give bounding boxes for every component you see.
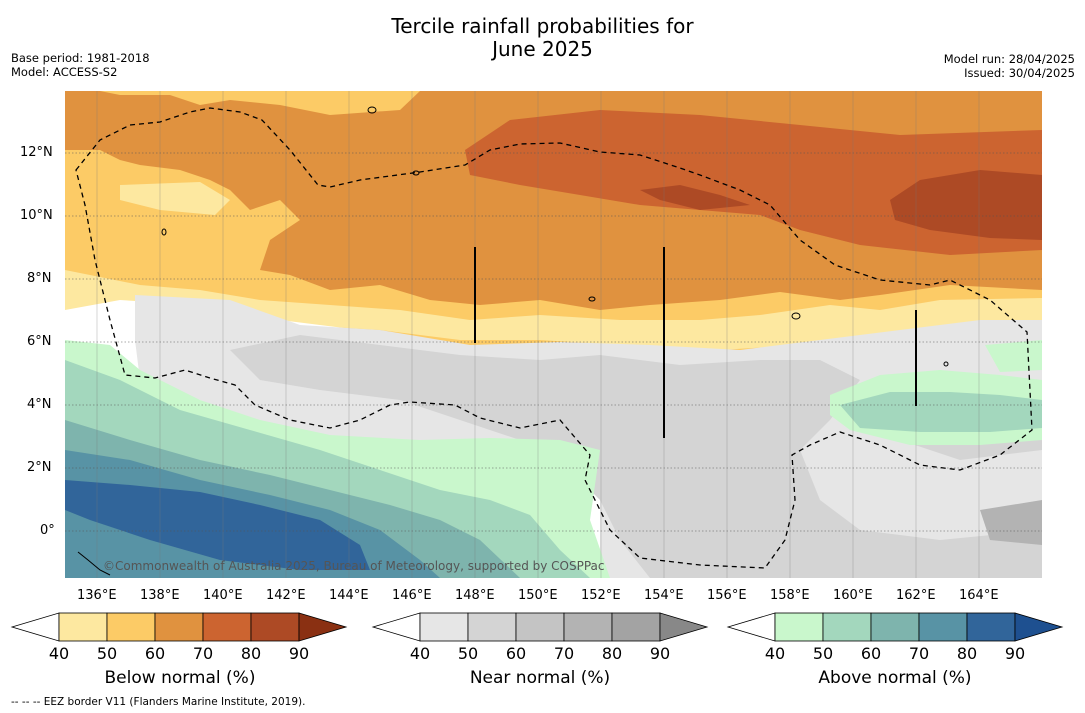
- colorbar-2-high-arrow: [659, 612, 709, 642]
- cb1-label-60: 60: [144, 644, 166, 663]
- cb2-label-70: 70: [553, 644, 575, 663]
- lon-tick-136e: 136°E: [77, 588, 117, 603]
- region-below-50: [65, 270, 1042, 350]
- colorbar-1-segment: [250, 612, 300, 642]
- cb1-label-50: 50: [96, 644, 118, 663]
- lat-tick-10n: 10°N: [20, 208, 53, 223]
- lon-tick-154e: 154°E: [644, 588, 684, 603]
- lon-tick-138e: 138°E: [140, 588, 180, 603]
- colorbar-2-segment: [515, 612, 565, 642]
- lat-tick-0: 0°: [40, 523, 55, 538]
- eez-footnote: -- -- -- EEZ border V11 (Flanders Marine…: [11, 696, 306, 708]
- lon-tick-142e: 142°E: [266, 588, 306, 603]
- colorbar-2-segment: [419, 612, 469, 642]
- cb3-label-80: 80: [956, 644, 978, 663]
- lat-tick-4n: 4°N: [27, 397, 52, 412]
- lon-tick-150e: 150°E: [518, 588, 558, 603]
- colorbar-2-segment: [467, 612, 517, 642]
- lat-tick-2n: 2°N: [27, 460, 52, 475]
- cb2-label-90: 90: [649, 644, 671, 663]
- cb1-label-70: 70: [192, 644, 214, 663]
- colorbar-1-low-arrow: [10, 612, 60, 642]
- copyright-text: ©Commonwealth of Australia 2025, Bureau …: [103, 559, 605, 573]
- lon-tick-164e: 164°E: [959, 588, 999, 603]
- eez-border: [75, 107, 1033, 569]
- cb3-label-50: 50: [812, 644, 834, 663]
- lon-tick-158e: 158°E: [770, 588, 810, 603]
- colorbar-2-segment: [563, 612, 613, 642]
- colorbar-3-segment: [822, 612, 872, 642]
- cb3-title: Above normal (%): [818, 668, 972, 688]
- colorbar-1-segment: [58, 612, 108, 642]
- region-below-90: [890, 170, 1042, 240]
- lon-gridlines: [96, 91, 980, 578]
- lon-tick-148e: 148°E: [455, 588, 495, 603]
- colorbar-1-segment: [202, 612, 252, 642]
- cb1-label-90: 90: [288, 644, 310, 663]
- islands: [77, 106, 949, 576]
- region-above-60-east: [840, 392, 1042, 432]
- lon-tick-160e: 160°E: [833, 588, 873, 603]
- lon-tick-144e: 144°E: [329, 588, 369, 603]
- lon-tick-162e: 162°E: [896, 588, 936, 603]
- cb2-title: Near normal (%): [469, 668, 611, 688]
- cb3-label-40: 40: [764, 644, 786, 663]
- cb2-label-60: 60: [505, 644, 527, 663]
- region-below-90-small: [640, 185, 750, 210]
- marker-lines: [474, 247, 917, 438]
- cb3-label-70: 70: [908, 644, 930, 663]
- region-above-90: [65, 480, 370, 570]
- colorbar-2-segment: [611, 612, 661, 642]
- colorbar-2-low-arrow: [371, 612, 421, 642]
- model-run: Model run: 28/04/2025: [943, 52, 1075, 66]
- colorbar-1-segment: [106, 612, 156, 642]
- cb1-title: Below normal (%): [104, 668, 256, 688]
- colorbar-3-segment: [870, 612, 920, 642]
- lat-tick-8n: 8°N: [27, 271, 52, 286]
- region-near-80: [980, 500, 1042, 545]
- issued-date: Issued: 30/04/2025: [964, 66, 1075, 80]
- colorbar-3-segment: [774, 612, 824, 642]
- colorbar-3-high-arrow: [1014, 612, 1064, 642]
- lon-tick-152e: 152°E: [581, 588, 621, 603]
- region-below-50-left: [120, 182, 230, 215]
- region-below-60-top: [100, 91, 420, 115]
- cb1-label-80: 80: [240, 644, 262, 663]
- map-title-line2: June 2025: [492, 37, 593, 61]
- colorbar-3-segment: [918, 612, 968, 642]
- lon-tick-146e: 146°E: [392, 588, 432, 603]
- colorbar-3-low-arrow: [726, 612, 776, 642]
- cb2-label-50: 50: [457, 644, 479, 663]
- cb2-label-80: 80: [601, 644, 623, 663]
- colorbar-3-segment: [966, 612, 1016, 642]
- colorbar-1-high-arrow: [298, 612, 348, 642]
- model-name: Model: ACCESS-S2: [11, 65, 118, 79]
- cb1-label-40: 40: [48, 644, 70, 663]
- lon-tick-140e: 140°E: [203, 588, 243, 603]
- cb3-label-90: 90: [1004, 644, 1026, 663]
- colorbar-1-segment: [154, 612, 204, 642]
- map-title-line1: Tercile rainfall probabilities for: [391, 14, 694, 38]
- cb3-label-60: 60: [860, 644, 882, 663]
- base-period: Base period: 1981-2018: [11, 51, 150, 65]
- lon-tick-156e: 156°E: [707, 588, 747, 603]
- cb2-label-40: 40: [409, 644, 431, 663]
- lat-tick-6n: 6°N: [27, 334, 52, 349]
- map-fill: ©Commonwealth of Australia 2025, Bureau …: [65, 91, 1042, 578]
- lat-tick-12n: 12°N: [20, 145, 53, 160]
